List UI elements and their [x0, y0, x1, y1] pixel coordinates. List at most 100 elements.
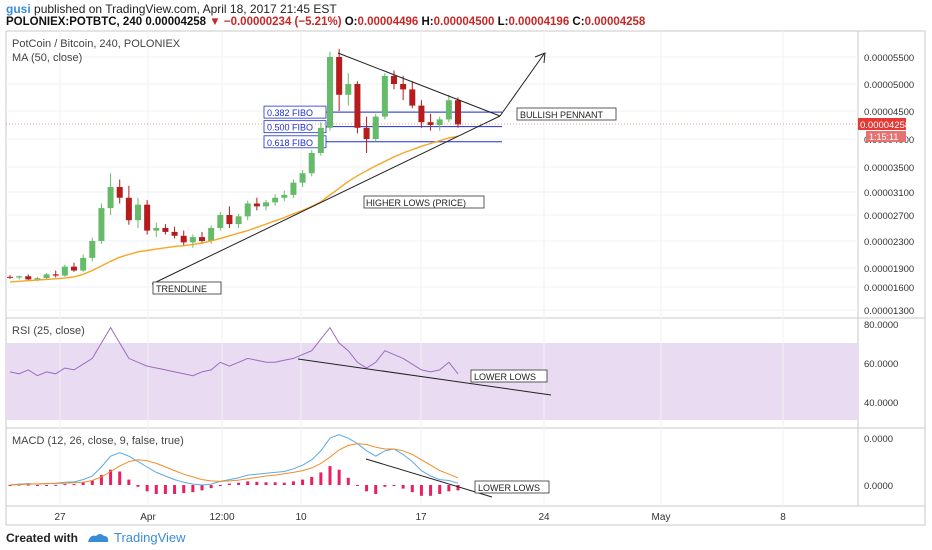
- ohlc-header: POLONIEX:POTBTC, 240 0.00004258 ▼ −0.000…: [6, 16, 645, 28]
- candle-body: [372, 116, 379, 139]
- tradingview-brand[interactable]: TradingView: [114, 530, 186, 545]
- trendline-label[interactable]: TRENDLINE: [152, 281, 222, 295]
- macd-hist-bar: [163, 485, 167, 494]
- macd-hist-bar: [54, 484, 58, 486]
- username[interactable]: gusi: [6, 2, 31, 16]
- macd-tick-label: 0.0000: [864, 481, 893, 492]
- price-tick-label: 0.00001300: [864, 306, 914, 317]
- high-value: 0.00004500: [433, 16, 495, 28]
- candle-body: [98, 208, 105, 241]
- arrow-head-icon: [534, 52, 546, 64]
- fibo-label-box: [263, 135, 327, 149]
- price-tick-label: 0.00005500: [864, 53, 914, 64]
- footer: Created with TradingView: [0, 527, 932, 550]
- macd-lower-lows-label[interactable]: LOWER LOWS: [474, 480, 550, 494]
- macd-lower-lows-line[interactable]: [365, 458, 493, 498]
- created-with-text: Created with: [6, 531, 79, 545]
- pennant-upper-line[interactable]: [337, 52, 501, 117]
- macd-hist-bar: [246, 481, 250, 485]
- last-price: 0.00004258: [145, 16, 207, 28]
- trendline-text: TRENDLINE: [156, 284, 207, 294]
- candle-body: [354, 84, 361, 128]
- bullish-pennant-label[interactable]: BULLISH PENNANT: [516, 107, 617, 121]
- macd-hist-bar: [35, 485, 39, 486]
- candle-body: [308, 153, 315, 174]
- rsi-tick-label: 60.0000: [864, 359, 898, 370]
- countdown-text: 1:15:11: [869, 132, 898, 142]
- macd-hist-bar: [310, 476, 314, 485]
- candle-body: [107, 187, 114, 209]
- candle-body: [272, 197, 279, 203]
- macd-hist-bar: [337, 469, 341, 485]
- price-tick-label: 0.00003500: [864, 163, 914, 174]
- macd-hist-bar: [191, 485, 195, 493]
- candle-body: [116, 187, 123, 198]
- macd-hist-bar: [291, 481, 295, 485]
- open-value: 0.00004496: [357, 16, 419, 28]
- candle-body: [208, 228, 215, 241]
- candles: [7, 48, 461, 282]
- candle-body: [7, 276, 13, 278]
- candle-body: [71, 266, 77, 271]
- macd-hist-bar: [227, 483, 231, 485]
- macd-hist-bar: [81, 482, 85, 485]
- candle-body: [135, 204, 141, 221]
- close-value: 0.00004258: [584, 16, 646, 28]
- macd-hist-bar: [438, 485, 442, 494]
- open-label: O:: [344, 16, 358, 28]
- macd-line: [9, 434, 459, 486]
- candle-body: [445, 100, 452, 120]
- rsi-lower-lows-line[interactable]: [297, 358, 552, 396]
- higher-lows-label[interactable]: HIGHER LOWS (PRICE): [363, 195, 485, 209]
- macd-hist-bar: [273, 482, 277, 485]
- candle-body: [144, 204, 151, 231]
- candle-body: [89, 241, 96, 258]
- macd-hist-bar: [383, 485, 387, 487]
- candle-body: [61, 266, 68, 276]
- macd-hist-bar: [319, 472, 323, 485]
- breakout-arrow[interactable]: [499, 53, 545, 117]
- price-tick-label: 0.00001600: [864, 283, 914, 294]
- macd-hist-bar: [99, 475, 103, 485]
- macd-hist-bar: [374, 485, 378, 494]
- macd-hist-bar: [154, 485, 158, 494]
- candle-body: [235, 216, 242, 225]
- candle-body: [299, 173, 306, 183]
- macd-hist-bar: [145, 485, 149, 492]
- macd-hist-bar: [355, 485, 359, 486]
- rsi-lower-lows-label[interactable]: LOWER LOWS: [470, 369, 548, 383]
- candle-body: [34, 278, 41, 280]
- macd-hist-bar: [392, 485, 396, 486]
- macd-hist-bar: [346, 477, 350, 485]
- fibo-levels[interactable]: 0.382 FIBO 0.500 FIBO 0.618 FIBO: [263, 105, 502, 149]
- candle-body: [180, 235, 187, 243]
- fibo-label-box: [263, 105, 327, 119]
- macd-hist-bar: [447, 485, 451, 492]
- macd-hist-bar: [109, 469, 113, 485]
- time-tick-label: 27: [54, 512, 66, 523]
- rsi-tick-label: 80.0000: [864, 320, 898, 331]
- macd-hist-bar: [429, 485, 433, 496]
- bullish-pennant-text: BULLISH PENNANT: [520, 110, 604, 120]
- candle-body: [391, 75, 397, 84]
- macd-tick-label: 0.0000: [864, 434, 893, 445]
- candle-body: [327, 57, 333, 128]
- signal-line: [9, 443, 459, 486]
- candle-body: [189, 237, 196, 243]
- candle-body: [25, 276, 32, 280]
- fibo-label: 0.500 FIBO: [267, 123, 313, 133]
- fibo-label: 0.618 FIBO: [267, 138, 313, 148]
- price-tick-label: 0.00002300: [864, 237, 914, 248]
- candle-body: [317, 127, 324, 153]
- countdown-tag: [866, 131, 906, 142]
- trendline[interactable]: [151, 115, 501, 285]
- macd-hist-bar: [8, 485, 12, 486]
- macd-hist-bar: [255, 481, 259, 485]
- candle-body: [436, 119, 443, 125]
- macd-axis-ticks: 0.0000 0.0000: [864, 434, 893, 492]
- macd-hist-bar: [118, 471, 122, 485]
- high-label: H:: [421, 16, 434, 28]
- rsi-band: [6, 343, 858, 420]
- macd-hist-bar: [72, 484, 76, 486]
